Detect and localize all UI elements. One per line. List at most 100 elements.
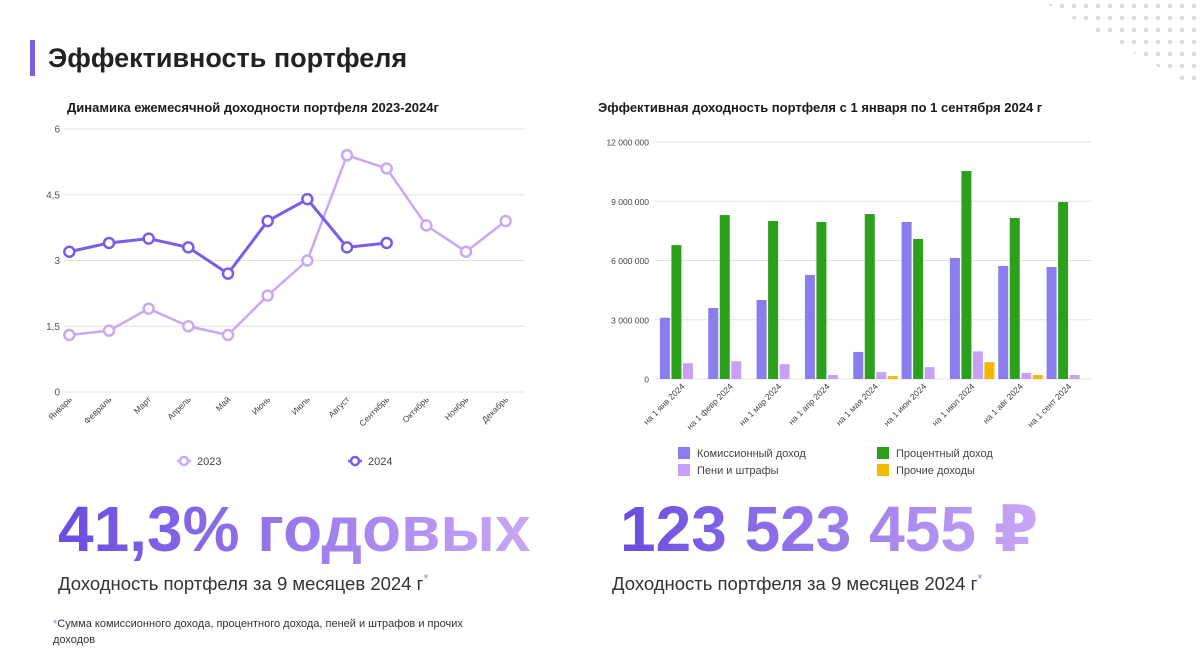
- data-point: [459, 245, 473, 258]
- x-tick-label: Январь: [46, 394, 74, 422]
- kpi-value: 41,3% годовых: [58, 493, 531, 565]
- bar: [816, 221, 827, 379]
- x-tick-label: на 1 сент 2024: [1025, 381, 1073, 429]
- caption-mark: *: [423, 571, 428, 586]
- bar: [659, 317, 670, 379]
- x-tick-label: Октябрь: [400, 394, 431, 425]
- kpi-caption: Доходность портфеля за 9 месяцев 2024 г*: [58, 571, 428, 594]
- page-title: Эффективность портфеля: [48, 43, 407, 73]
- footnote: *Сумма комиссионного дохода, процентного…: [53, 616, 465, 648]
- data-point: [380, 236, 393, 250]
- x-tick-label: на 1 февр 2024: [685, 381, 735, 431]
- legend-swatch: [178, 455, 190, 467]
- data-point: [142, 302, 155, 315]
- x-tick-label: на 1 мар 2024: [737, 381, 783, 427]
- bar: [853, 351, 864, 379]
- y-tick-label: 3: [54, 256, 60, 267]
- data-point: [63, 328, 76, 342]
- bar: [1069, 375, 1080, 379]
- data-point: [221, 267, 235, 280]
- data-point: [340, 241, 354, 254]
- kpi-caption: Доходность портфеля за 9 месяцев 2024 г*: [612, 571, 982, 594]
- y-tick-label: 12 000 000: [606, 138, 649, 148]
- bar: [1021, 373, 1032, 379]
- bar: [876, 372, 887, 379]
- y-tick-label: 6 000 000: [611, 256, 649, 266]
- legend-swatch: [678, 464, 690, 476]
- caption-text: Доходность портфеля за 9 месяцев 2024 г: [612, 573, 978, 594]
- legend-label: 2024: [368, 456, 392, 468]
- bar: [901, 221, 912, 379]
- y-tick-label: 4,5: [46, 190, 60, 201]
- bar: [1046, 267, 1057, 379]
- x-tick-label: Май: [214, 394, 233, 413]
- bar: [984, 362, 995, 379]
- data-point: [102, 236, 116, 250]
- x-tick-label: на 1 апр 2024: [786, 381, 832, 427]
- x-tick-label: Февраль: [82, 394, 114, 426]
- x-tick-label: на 1 мая 2024: [834, 381, 880, 427]
- series-line: [69, 154, 507, 337]
- bar: [708, 307, 719, 379]
- legend-label: Пени и штрафы: [697, 465, 779, 477]
- y-tick-label: 0: [54, 388, 60, 399]
- x-tick-label: Ноябрь: [442, 394, 470, 422]
- x-tick-label: на 1 июл 2024: [930, 381, 977, 428]
- footnote-mark: *: [53, 618, 58, 630]
- legend-swatch: [877, 464, 889, 476]
- bar: [671, 245, 682, 379]
- x-tick-label: Декабрь: [480, 394, 511, 425]
- x-tick-label: на 1 авг 2024: [981, 381, 1025, 425]
- bar: [731, 361, 742, 379]
- data-point: [380, 162, 393, 175]
- bar: [756, 300, 767, 379]
- bar: [924, 367, 935, 379]
- y-tick-label: 1,5: [46, 322, 60, 333]
- bar: [779, 364, 790, 379]
- data-point: [301, 254, 314, 267]
- bar: [949, 257, 960, 379]
- bar: [864, 214, 875, 379]
- x-tick-label: Август: [326, 394, 351, 419]
- data-point: [340, 149, 354, 162]
- bar: [719, 215, 730, 379]
- data-point: [499, 214, 512, 228]
- legend-swatch: [877, 447, 889, 459]
- bar: [768, 221, 779, 379]
- series-line: [69, 197, 387, 276]
- bar: [1032, 375, 1043, 379]
- legend-label: Процентный доход: [896, 448, 993, 460]
- chart: Эффективная доходность портфеля с 1 янва…: [598, 100, 1092, 477]
- chart-title: Эффективная доходность портфеля с 1 янва…: [598, 100, 1043, 115]
- legend-label: Комиссионный доход: [697, 448, 806, 460]
- x-tick-label: Апрель: [165, 394, 193, 422]
- x-tick-label: Июнь: [250, 394, 273, 417]
- decor-dots: [1040, 0, 1200, 90]
- footnote-text: Сумма комиссионного дохода, процентного …: [53, 618, 463, 646]
- x-tick-label: Июль: [289, 394, 312, 417]
- kpi-value: 123 523 455 ₽: [620, 493, 1038, 565]
- data-point: [182, 241, 195, 254]
- data-point: [102, 324, 116, 337]
- x-tick-label: Сентябрь: [357, 394, 391, 428]
- data-point: [142, 232, 155, 245]
- caption-mark: *: [977, 571, 982, 586]
- legend-label: 2023: [197, 456, 221, 468]
- bar: [913, 238, 924, 379]
- legend-swatch: [678, 447, 690, 459]
- bar: [972, 351, 983, 379]
- y-tick-label: 3 000 000: [611, 315, 649, 325]
- y-tick-label: 6: [54, 125, 60, 136]
- data-point: [261, 214, 274, 228]
- bar: [827, 375, 838, 379]
- data-point: [182, 320, 195, 333]
- legend-label: Прочие доходы: [896, 465, 975, 477]
- data-point: [420, 219, 433, 232]
- x-tick-label: на 1 июн 2024: [882, 381, 929, 428]
- data-point: [261, 289, 274, 302]
- chart: Динамика ежемесячной доходности портфеля…: [46, 100, 525, 468]
- bar: [682, 363, 693, 379]
- bar: [1058, 202, 1069, 379]
